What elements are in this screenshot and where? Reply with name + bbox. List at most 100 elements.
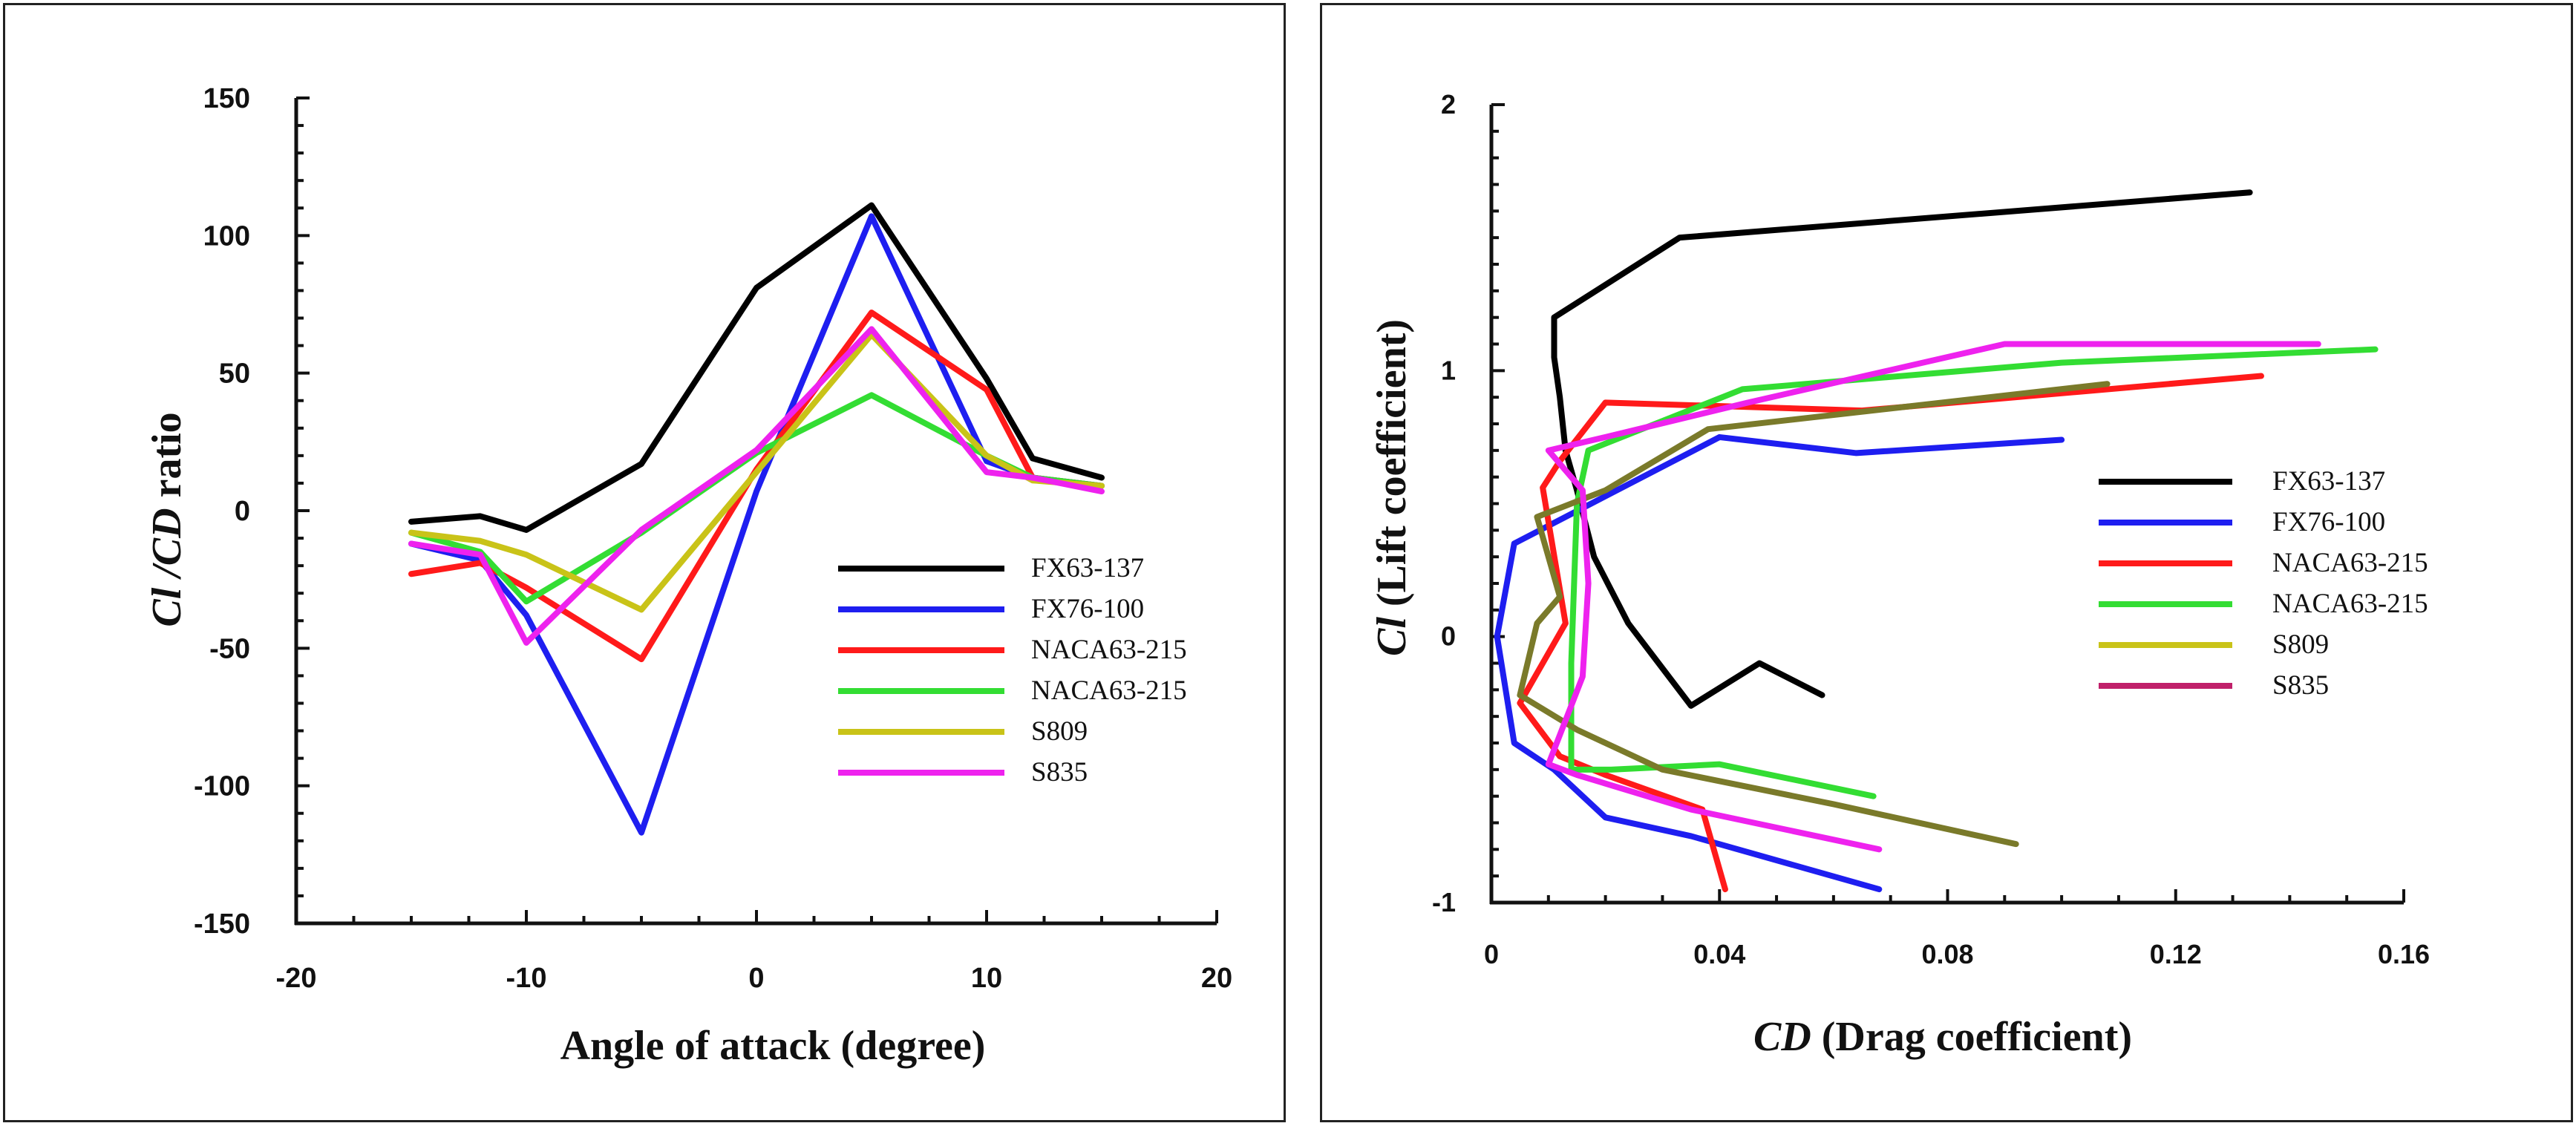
data-point-right-s835-5 — [1546, 762, 1550, 766]
y-axis-title: Cl /CD ratio — [144, 412, 190, 626]
data-point-naca63-215-3 — [525, 600, 528, 603]
data-point-fx76-100-1 — [755, 490, 758, 494]
y-tick-label-right: -1 — [1432, 887, 1456, 917]
data-point-right-s835-5 — [1877, 848, 1881, 851]
data-point-right-naca63-215-3 — [2373, 347, 2377, 351]
data-point-right-fx76-100-1 — [1512, 542, 1516, 546]
x-tick-label-right: 0.08 — [1921, 939, 1973, 969]
data-point-right-fx76-100-1 — [1495, 635, 1499, 638]
series-line-right-s835-5 — [1545, 341, 2321, 853]
data-point-right-fx63-137-0 — [1627, 621, 1630, 625]
data-point-naca63-215-3 — [870, 393, 873, 397]
data-point-fx76-100-1 — [525, 613, 528, 617]
data-point-fx63-137-0 — [525, 528, 528, 531]
data-point-right-fx76-100-1 — [1512, 742, 1516, 744]
cl-vs-cd-chart: CD (Drag coefficient) Cl (Lift coefficie… — [1369, 89, 2430, 1060]
data-point-right-fx76-100-1 — [1854, 451, 1858, 455]
x-axis-title-right-italic: CD — [1753, 1014, 1811, 1060]
data-point-fx63-137-0 — [870, 203, 873, 207]
legend-label-right-naca63-215-3: NACA63-215 — [2272, 589, 2428, 619]
y-tick-label: -150 — [194, 909, 250, 940]
legend-label-naca63-215-3: NACA63-215 — [1031, 675, 1187, 706]
data-point-right-naca63-215-2 — [1723, 888, 1727, 891]
data-point-right-s835-5 — [1575, 773, 1579, 776]
y-tick-label-right: 2 — [1441, 89, 1456, 120]
data-point-right-fx76-100-1 — [2060, 438, 2064, 442]
data-point-fx76-100-1 — [640, 831, 643, 834]
y-tick-label-right: 0 — [1441, 621, 1456, 652]
legend-label-s809-4: S809 — [1031, 716, 1088, 747]
data-point-fx63-137-0 — [410, 520, 413, 523]
data-point-fx63-137-0 — [479, 514, 482, 518]
data-point-right-naca63-215-2 — [1604, 773, 1607, 776]
y-tick-label: -50 — [209, 633, 250, 664]
x-tick-label-right: 0.04 — [1693, 939, 1745, 969]
legend-label-right-naca63-215-2: NACA63-215 — [2272, 548, 2428, 578]
data-point-right-fx76-100-1 — [1718, 435, 1722, 439]
y-tick-label: 100 — [203, 220, 250, 252]
x-tick-label-right: 0.12 — [2150, 939, 2202, 969]
x-tick-label: 10 — [971, 963, 1002, 994]
data-point-s835-5 — [525, 641, 528, 644]
data-point-naca63-215-2 — [985, 387, 988, 391]
y-axis-title-rest: ratio — [144, 412, 190, 508]
data-point-right-fx63-137-0 — [2248, 191, 2252, 194]
data-point-right-s809-4 — [1518, 693, 1522, 697]
data-point-right-naca63-215-3 — [2060, 361, 2064, 364]
data-point-right-s835-5 — [1586, 582, 1590, 585]
data-point-right-naca63-215-2 — [1604, 401, 1607, 405]
series-line-fx63-137-0 — [408, 202, 1105, 533]
data-point-right-fx76-100-1 — [1877, 888, 1881, 891]
data-point-s809-4 — [479, 539, 482, 543]
y-tick-label: -100 — [194, 771, 250, 802]
data-point-right-naca63-215-2 — [1558, 754, 1562, 758]
data-point-right-naca63-215-2 — [1518, 701, 1522, 705]
data-point-naca63-215-2 — [870, 311, 873, 315]
data-point-right-naca63-215-3 — [1718, 762, 1722, 766]
y-tick-label: 50 — [219, 359, 250, 390]
data-point-right-naca63-215-3 — [1871, 794, 1875, 798]
data-point-right-fx63-137-0 — [1678, 236, 1681, 240]
legend-label-right-s835-5: S835 — [2272, 670, 2329, 701]
data-point-right-s809-4 — [1604, 488, 1607, 492]
y-axis-title-right-italic: Cl — [1369, 617, 1415, 656]
data-point-fx63-137-0 — [985, 377, 988, 381]
data-point-right-naca63-215-2 — [1541, 486, 1545, 489]
data-point-s835-5 — [479, 553, 482, 557]
x-tick-label: -10 — [506, 963, 547, 994]
data-point-right-s809-4 — [1535, 515, 1539, 519]
y-axis-title-right: Cl (Lift coefficient) — [1369, 319, 1415, 656]
x-axis-title-right-rest: (Drag coefficient) — [1811, 1014, 2132, 1060]
data-point-right-s835-5 — [1546, 448, 1550, 452]
series-line-right-fx63-137-0 — [1551, 189, 2253, 709]
series-line-right-naca63-215-3 — [1568, 346, 2379, 799]
data-point-s835-5 — [755, 448, 758, 452]
data-point-s809-4 — [525, 553, 528, 557]
data-point-right-fx63-137-0 — [1552, 356, 1556, 359]
data-point-right-naca63-215-2 — [1563, 621, 1567, 625]
data-point-s809-4 — [985, 454, 988, 457]
clcd-vs-angle-chart: Angle of attack (degree) Cl /CD ratio -1… — [144, 83, 1232, 1069]
left-chart-panel: Angle of attack (degree) Cl /CD ratio -1… — [3, 3, 1286, 1122]
y-axis-title-right-rest: (Lift coefficient) — [1369, 319, 1415, 617]
data-point-right-s809-4 — [1831, 802, 1835, 806]
data-point-s835-5 — [410, 542, 413, 546]
x-tick-label-right: 0.16 — [2378, 939, 2430, 969]
data-point-right-naca63-215-3 — [1609, 767, 1613, 771]
data-point-fx63-137-0 — [640, 462, 643, 465]
data-point-naca63-215-2 — [640, 658, 643, 661]
legend-label-right-s809-4: S809 — [2272, 629, 2329, 660]
y-tick-label: 0 — [235, 496, 250, 527]
data-point-fx76-100-1 — [985, 459, 988, 463]
x-tick-label: 20 — [1201, 963, 1232, 994]
data-point-right-s809-4 — [1535, 621, 1539, 625]
data-point-right-fx63-137-0 — [1552, 315, 1556, 319]
data-point-right-s835-5 — [2316, 342, 2320, 346]
data-point-right-s835-5 — [1689, 808, 1693, 811]
data-point-fx63-137-0 — [1100, 476, 1103, 479]
legend-label-right-fx63-137-0: FX63-137 — [2272, 466, 2385, 497]
legend-label-fx63-137-0: FX63-137 — [1031, 553, 1144, 583]
data-point-s835-5 — [640, 528, 643, 531]
data-point-right-s835-5 — [1580, 675, 1584, 678]
data-point-right-naca63-215-3 — [1586, 448, 1590, 452]
